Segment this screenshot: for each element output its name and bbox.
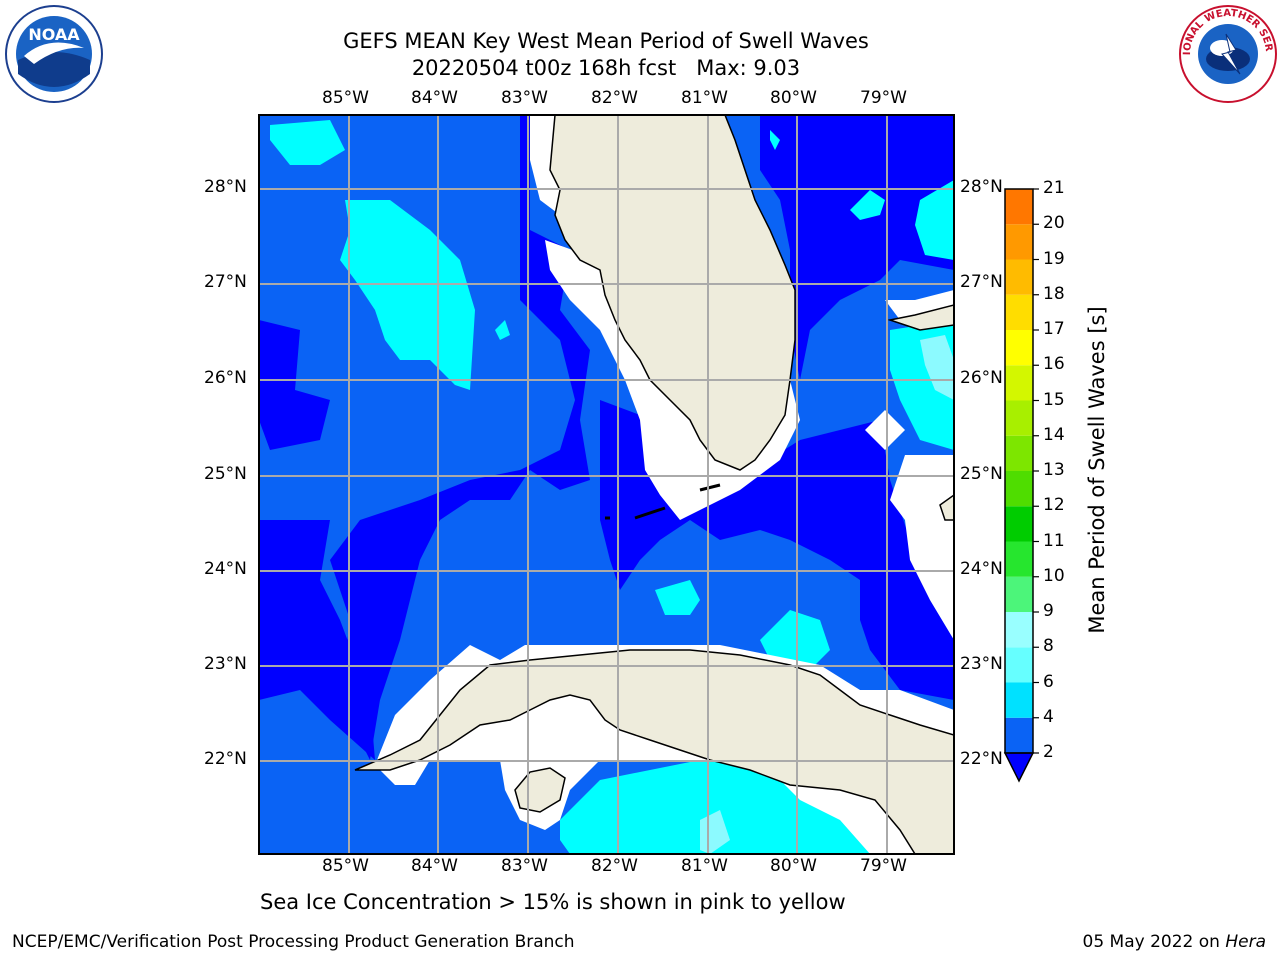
colorbar-tick-label: 18 xyxy=(1043,283,1065,304)
lon-label-bottom: 84°W xyxy=(411,856,458,876)
noaa-logo: NOAA xyxy=(5,5,103,103)
colorbar-tick-label: 20 xyxy=(1043,213,1065,234)
bahamas-land xyxy=(887,304,954,521)
colorbar-tick-label: 6 xyxy=(1043,671,1054,692)
colorbar-segment xyxy=(1005,471,1033,507)
lat-label-left: 25°N xyxy=(204,464,247,484)
lat-label-left: 22°N xyxy=(204,749,247,769)
high-period-region-north-gulf xyxy=(270,120,510,390)
colorbar-tick-label: 8 xyxy=(1043,636,1054,657)
footer-credit: NCEP/EMC/Verification Post Processing Pr… xyxy=(12,932,575,952)
lat-label-left: 24°N xyxy=(204,559,247,579)
colorbar-segment xyxy=(1005,612,1033,648)
lon-label-top: 80°W xyxy=(770,88,817,108)
title-line-1: GEFS MEAN Key West Mean Period of Swell … xyxy=(343,29,869,53)
sea-ice-note: Sea Ice Concentration > 15% is shown in … xyxy=(260,890,846,914)
colorbar-segment xyxy=(1005,576,1033,612)
lon-label-top: 85°W xyxy=(322,88,369,108)
colorbar-tick-label: 10 xyxy=(1043,565,1065,586)
florida-keys xyxy=(605,483,721,520)
colorbar-segment xyxy=(1005,330,1033,366)
colorbar-segment xyxy=(1005,294,1033,330)
footer-date: 05 May 2022 on Hera xyxy=(1083,932,1267,952)
gridlines xyxy=(259,115,954,854)
lon-label-top: 84°W xyxy=(411,88,458,108)
colorbar-under-extension xyxy=(1003,752,1035,783)
nws-logo: NATIONAL WEATHER SERVICE xyxy=(1178,4,1277,103)
low-period-region-atlantic xyxy=(760,115,954,380)
colorbar-segment xyxy=(1005,259,1033,295)
lon-label-bottom: 85°W xyxy=(322,856,369,876)
lat-label-left: 27°N xyxy=(204,272,247,292)
cuba-land xyxy=(354,649,954,854)
lon-label-bottom: 83°W xyxy=(501,856,548,876)
colorbar-segment xyxy=(1005,506,1033,542)
lat-label-right: 23°N xyxy=(960,654,1003,674)
colorbar-segment xyxy=(1005,365,1033,401)
lon-label-bottom: 79°W xyxy=(860,856,907,876)
lon-label-bottom: 82°W xyxy=(591,856,638,876)
colorbar-tick-label: 11 xyxy=(1043,530,1065,551)
lon-label-bottom: 81°W xyxy=(681,856,728,876)
colorbar-segment xyxy=(1005,682,1033,718)
colorbar-tick-label: 2 xyxy=(1043,742,1054,762)
lon-label-top: 82°W xyxy=(591,88,638,108)
lon-label-top: 79°W xyxy=(860,88,907,108)
lat-label-left: 28°N xyxy=(204,177,247,197)
lon-label-bottom: 80°W xyxy=(770,856,817,876)
footer-date-text: 05 May 2022 on xyxy=(1082,932,1220,952)
colorbar-tick-label: 17 xyxy=(1043,319,1065,339)
map-plot xyxy=(259,115,954,854)
colorbar-segment xyxy=(1005,717,1033,753)
colorbar-segment xyxy=(1005,435,1033,471)
colorbar-tick-label: 15 xyxy=(1043,389,1065,410)
colorbar-label: Mean Period of Swell Waves [s] xyxy=(1085,306,1109,634)
lat-label-left: 26°N xyxy=(204,368,247,388)
noaa-logo-text: NOAA xyxy=(28,25,80,44)
colorbar-segment xyxy=(1005,647,1033,683)
lat-label-right: 27°N xyxy=(960,272,1003,292)
map-frame xyxy=(258,114,955,855)
colorbar-segment xyxy=(1005,189,1033,225)
colorbar-segment xyxy=(1005,541,1033,577)
lat-label-left: 23°N xyxy=(204,654,247,674)
low-period-region-gulf xyxy=(330,115,590,760)
colorbar-tick-label: 13 xyxy=(1043,460,1065,480)
lon-label-top: 81°W xyxy=(681,88,728,108)
high-period-region-atlantic xyxy=(770,130,954,450)
colorbar xyxy=(1003,188,1039,783)
lat-label-right: 24°N xyxy=(960,559,1003,579)
colorbar-segment xyxy=(1005,224,1033,260)
lat-label-right: 25°N xyxy=(960,464,1003,484)
low-period-region-west xyxy=(259,320,375,760)
lat-label-right: 26°N xyxy=(960,368,1003,388)
lat-label-right: 22°N xyxy=(960,749,1003,769)
footer-machine: Hera xyxy=(1225,932,1266,952)
lat-label-right: 28°N xyxy=(960,177,1003,197)
colorbar-tick-label: 19 xyxy=(1043,248,1065,269)
title-line-2: 20220504 t00z 168h fcst Max: 9.03 xyxy=(411,56,801,80)
colorbar-tick-label: 12 xyxy=(1043,495,1065,516)
colorbar-tick-label: 9 xyxy=(1043,601,1054,621)
colorbar-tick-label: 4 xyxy=(1043,706,1054,727)
colorbar-tick-label: 21 xyxy=(1043,178,1065,198)
colorbar-tick-label: 14 xyxy=(1043,424,1065,445)
colorbar-tick-label: 16 xyxy=(1043,354,1065,375)
lon-label-top: 83°W xyxy=(501,88,548,108)
colorbar-segment xyxy=(1005,400,1033,436)
